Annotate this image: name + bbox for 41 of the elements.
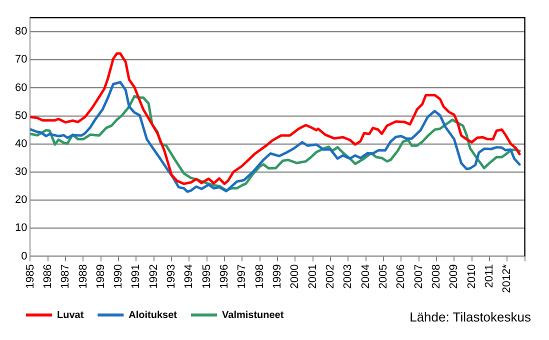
x-tick-label: 1985: [24, 264, 36, 289]
x-tick-label: 1997: [236, 264, 248, 289]
y-tick-label: 50: [14, 110, 28, 122]
x-tick-label: 1996: [218, 264, 231, 289]
x-tick-label: 2006: [395, 264, 408, 289]
x-tick-label: 1994: [183, 264, 196, 289]
legend-label: Luvat: [57, 310, 84, 321]
legend-label: Valmistuneet: [222, 310, 284, 321]
x-tick-label: 1999: [272, 264, 284, 289]
y-tick-label: 30: [14, 166, 28, 178]
x-tick-label: 2002: [324, 264, 337, 289]
y-tick-label: 20: [14, 194, 28, 206]
x-tick-label: 2000: [289, 264, 302, 289]
x-tick-label: 1987: [60, 264, 72, 289]
y-tick-label: 40: [14, 138, 28, 150]
y-tick-label: 70: [14, 54, 28, 66]
y-tick-label: 60: [14, 82, 28, 94]
text: Lähde: Tilastokeskus: [410, 310, 532, 325]
x-tick-label: 1986: [42, 264, 54, 289]
x-tick-label: 1990: [112, 264, 125, 289]
x-tick-label: 1989: [94, 264, 107, 289]
x-tick-label: 2009: [448, 264, 460, 289]
y-tick-label: 80: [14, 26, 28, 38]
x-tick-label: 2010: [466, 264, 478, 289]
x-tick-label: 2001: [306, 264, 319, 289]
x-tick-label: 1993: [166, 264, 178, 289]
x-tick-label: 2011: [484, 264, 496, 288]
x-tick-label: 2005: [378, 264, 390, 289]
x-tick-label: 1995: [200, 264, 213, 289]
x-tick-label: 2004: [360, 264, 372, 289]
y-tick-label: 0: [21, 250, 28, 262]
y-tick-label: 10: [14, 222, 28, 234]
legend-label: Aloitukset: [128, 310, 178, 321]
x-tick-label: 2007: [412, 264, 425, 289]
x-tick-label: 2003: [342, 264, 354, 289]
x-tick-label: 2012*: [501, 264, 514, 294]
x-tick-label: 2008: [430, 264, 443, 289]
x-tick-label: 1988: [77, 264, 90, 289]
x-tick-label: 1991: [130, 264, 142, 289]
x-tick-label: 1998: [254, 264, 266, 289]
x-tick-label: 1992: [148, 264, 160, 289]
